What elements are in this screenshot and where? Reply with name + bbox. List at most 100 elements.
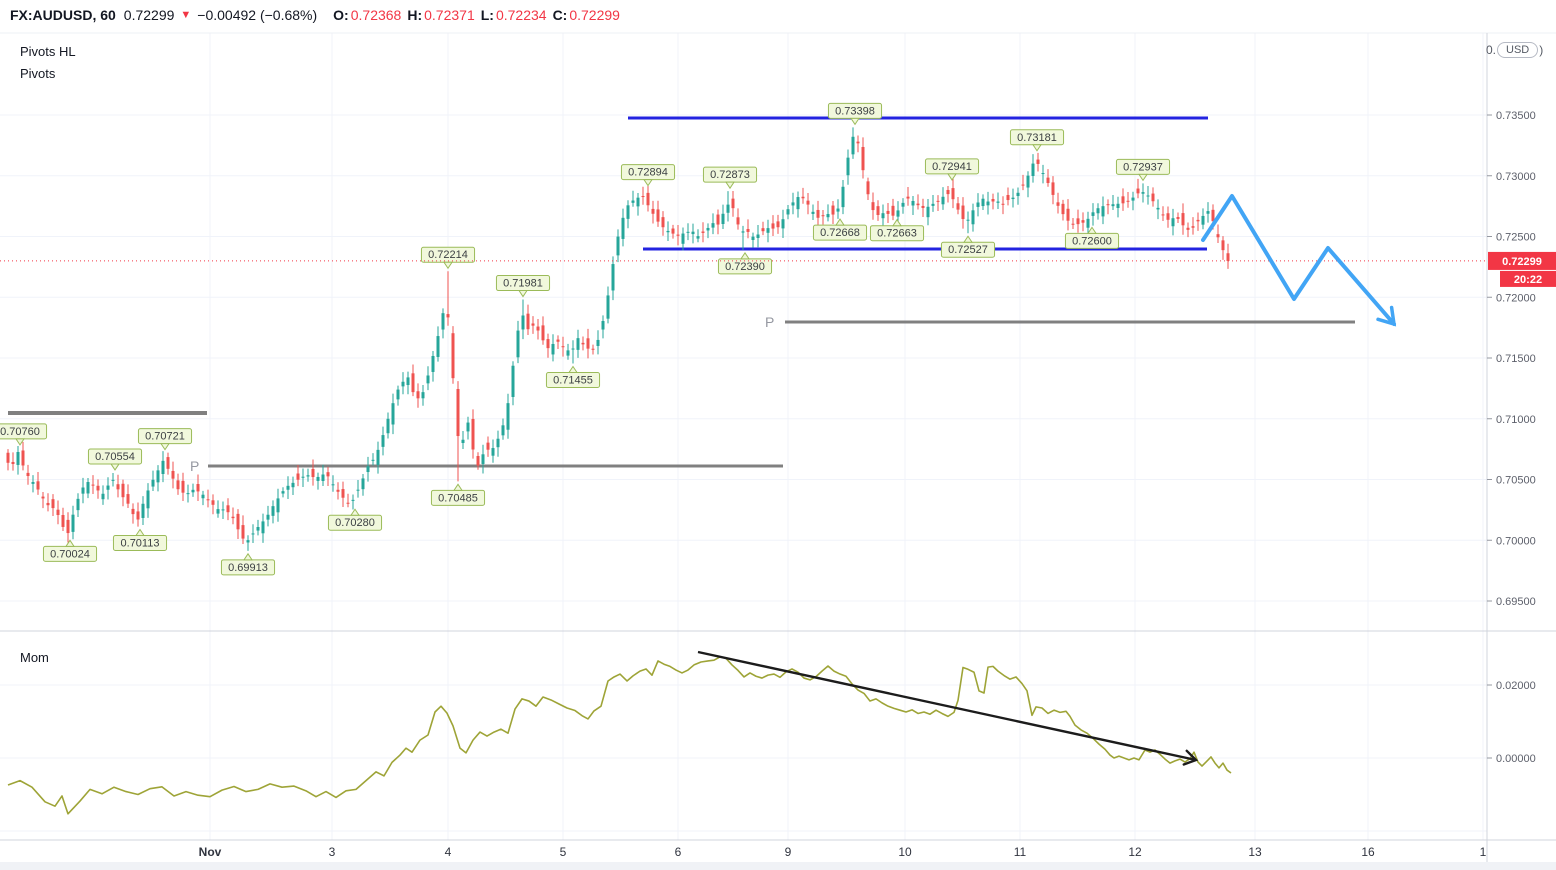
pivot-price-label: 0.70721 bbox=[137, 428, 193, 451]
candle-body bbox=[911, 200, 915, 206]
candle-body bbox=[976, 202, 980, 207]
candle-body bbox=[1171, 218, 1175, 227]
close-label: C: bbox=[552, 7, 568, 23]
candle-body bbox=[1226, 253, 1230, 261]
candle-body bbox=[711, 223, 715, 228]
candle-body bbox=[466, 422, 470, 432]
usd-unit-button[interactable]: USD bbox=[1497, 42, 1539, 58]
candle-body bbox=[146, 490, 150, 509]
candle-body bbox=[1126, 200, 1130, 202]
candle-body bbox=[141, 503, 145, 518]
candle-body bbox=[776, 221, 780, 228]
candle-body bbox=[991, 198, 995, 202]
symbol-name[interactable]: FX:AUDUSD, 60 bbox=[10, 7, 116, 23]
candle-body bbox=[121, 483, 125, 498]
candle-body bbox=[1211, 209, 1215, 222]
candle-body bbox=[816, 209, 820, 218]
candle-body bbox=[611, 264, 615, 291]
symbol-header: FX:AUDUSD, 60 0.72299 ▼ −0.00492 (−0.68%… bbox=[10, 0, 1546, 30]
candle-body bbox=[416, 391, 420, 399]
pivot-label-text: 0.69913 bbox=[228, 562, 268, 574]
candle-body bbox=[621, 217, 625, 239]
candle-body bbox=[26, 472, 30, 477]
candle-body bbox=[586, 338, 590, 349]
candle-body bbox=[381, 435, 385, 447]
candle-body bbox=[596, 339, 600, 346]
candle-body bbox=[726, 204, 730, 213]
candle-body bbox=[196, 484, 200, 492]
prediction-zigzag-arrow[interactable] bbox=[1201, 194, 1397, 327]
candle-body bbox=[326, 472, 330, 477]
candle-body bbox=[741, 231, 745, 233]
candle-body bbox=[101, 493, 105, 500]
candle-body bbox=[681, 233, 685, 244]
candle-body bbox=[211, 500, 215, 505]
low-value: 0.72234 bbox=[495, 7, 547, 23]
momentum-trend-arrow[interactable] bbox=[697, 650, 1199, 766]
candle-body bbox=[31, 482, 35, 484]
pivot-label-text: 0.70113 bbox=[121, 538, 160, 550]
candle-body bbox=[536, 326, 540, 331]
candle-body bbox=[106, 485, 110, 490]
price-axis-label: 0.73500 bbox=[1496, 110, 1536, 122]
candle-body bbox=[891, 205, 895, 216]
candle-body bbox=[1026, 175, 1030, 188]
candle-body bbox=[1066, 208, 1070, 221]
pivot-price-label: 0.72527 bbox=[940, 235, 996, 258]
candle-body bbox=[86, 482, 90, 494]
candle-body bbox=[216, 509, 220, 514]
candle-body bbox=[676, 234, 680, 236]
candle-body bbox=[691, 231, 695, 235]
candle-body bbox=[966, 219, 970, 221]
candle-body bbox=[151, 479, 155, 487]
candle-body bbox=[1151, 193, 1155, 202]
candle-body bbox=[836, 208, 840, 212]
candle-body bbox=[306, 475, 310, 477]
candle-body bbox=[301, 476, 305, 478]
indicator-legend-pivots-hl[interactable]: Pivots HL bbox=[20, 44, 76, 59]
candlestick-series bbox=[6, 127, 1230, 551]
candle-body bbox=[841, 186, 845, 208]
open-value: 0.72368 bbox=[350, 7, 402, 23]
candle-body bbox=[906, 196, 910, 199]
candle-body bbox=[926, 206, 930, 218]
candle-body bbox=[176, 480, 180, 490]
close-value: 0.72299 bbox=[569, 7, 620, 23]
candle-body bbox=[111, 479, 115, 481]
candle-body bbox=[1076, 218, 1080, 225]
pivot-price-label: 0.72663 bbox=[869, 218, 925, 242]
candle-body bbox=[391, 403, 395, 425]
candle-body bbox=[1096, 208, 1100, 214]
candle-body bbox=[646, 192, 650, 206]
candle-body bbox=[1191, 226, 1195, 228]
last-price: 0.72299 bbox=[123, 7, 175, 23]
candle-body bbox=[156, 470, 160, 483]
candle-body bbox=[1161, 214, 1165, 216]
candle-body bbox=[616, 236, 620, 256]
time-axis-label: 9 bbox=[785, 845, 792, 859]
pivot-label-pointer bbox=[110, 463, 120, 471]
candle-body bbox=[921, 205, 925, 208]
candle-body bbox=[386, 418, 390, 434]
pivot-line-p-label: P bbox=[190, 458, 199, 474]
indicator-legend-mom[interactable]: Mom bbox=[20, 650, 49, 665]
candle-body bbox=[501, 425, 505, 436]
candle-body bbox=[1146, 195, 1150, 197]
candle-body bbox=[636, 197, 640, 207]
candle-body bbox=[631, 200, 635, 203]
candle-body bbox=[1136, 188, 1140, 194]
candle-body bbox=[736, 217, 740, 225]
candle-body bbox=[656, 209, 660, 222]
pivot-label-pointer bbox=[243, 552, 253, 561]
candle-body bbox=[486, 442, 490, 450]
candle-body bbox=[236, 513, 240, 530]
candle-body bbox=[186, 493, 190, 495]
indicator-legend-pivots[interactable]: Pivots bbox=[20, 66, 56, 81]
pivot-label-pointer bbox=[850, 117, 860, 126]
candle-body bbox=[716, 214, 720, 225]
pivot-price-label: 0.70485 bbox=[430, 483, 486, 506]
candle-body bbox=[376, 449, 380, 465]
pivot-label-text: 0.72527 bbox=[948, 244, 988, 256]
candle-body bbox=[116, 484, 120, 490]
